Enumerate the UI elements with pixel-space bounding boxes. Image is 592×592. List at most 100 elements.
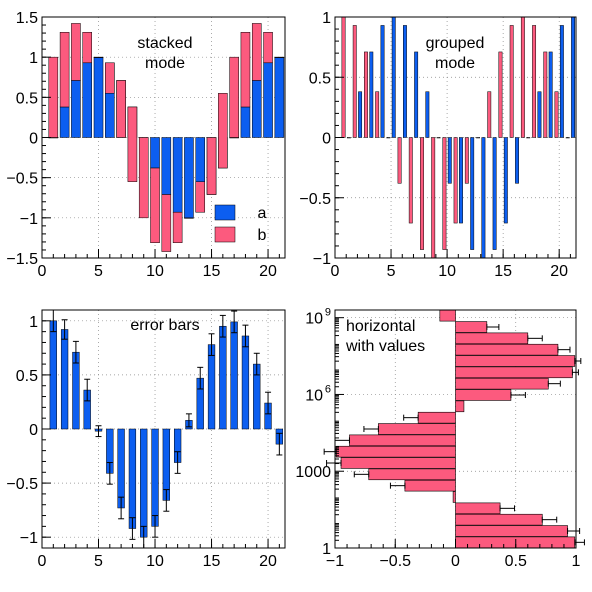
- bar-a: [150, 137, 160, 169]
- y-tick-label: 0: [29, 422, 38, 439]
- y-tick-label: −1.5: [6, 251, 38, 268]
- bar-a: [128, 428, 137, 529]
- bar-b: [218, 93, 228, 169]
- bar-a: [82, 62, 92, 138]
- bar-a: [59, 106, 70, 138]
- annotation-text: with values: [345, 338, 425, 355]
- bar-a: [503, 137, 508, 224]
- bar-b: [455, 343, 559, 356]
- bar-b: [240, 32, 251, 108]
- y-tick-label: 0: [322, 131, 331, 148]
- bar-b: [375, 91, 380, 138]
- y-tick-label: −0.5: [6, 171, 38, 188]
- bar-b: [172, 211, 183, 243]
- bar-b: [352, 25, 357, 138]
- legend-label-b: b: [258, 227, 267, 244]
- bar-a: [559, 25, 564, 138]
- legend-label-a: a: [258, 205, 267, 222]
- bar-b: [455, 321, 488, 333]
- bar-a: [391, 16, 396, 138]
- bar-b: [349, 434, 456, 447]
- y-tick-label: −0.5: [6, 476, 38, 493]
- y-tick-label: 1: [29, 314, 38, 331]
- bar-b: [420, 137, 424, 250]
- annotation-text: horizontal: [346, 318, 415, 335]
- bar-b: [455, 536, 576, 549]
- bar-b: [195, 181, 206, 213]
- bar-b: [127, 106, 138, 182]
- bar-b: [59, 32, 70, 108]
- bar-a: [346, 137, 351, 139]
- bar-a: [447, 137, 452, 184]
- bar-b: [455, 389, 512, 401]
- bar-a: [71, 80, 81, 138]
- y-tick-label: 1: [322, 10, 331, 27]
- annotation-text: grouped: [426, 35, 485, 52]
- x-tick-label: 0: [38, 263, 47, 280]
- bar-b: [455, 400, 465, 413]
- bar-b: [105, 62, 115, 94]
- bar-b: [82, 32, 92, 64]
- bar-a: [93, 56, 104, 138]
- x-tick-label: 10: [146, 263, 164, 280]
- bar-b: [116, 80, 126, 138]
- x-tick-label: 20: [550, 263, 568, 280]
- bar-a: [140, 428, 148, 538]
- x-tick-label: 20: [259, 263, 277, 280]
- bar-a: [459, 137, 463, 224]
- bar-b: [417, 411, 456, 424]
- y-tick-label: 10: [305, 387, 323, 404]
- bar-b: [509, 25, 514, 138]
- panel-grouped: 0 5 10 15 20 −1 −0.5 0 0.5 1 grouped mode: [299, 10, 577, 280]
- bar-b: [455, 502, 501, 515]
- bar-a: [274, 56, 285, 138]
- bar-b: [184, 217, 194, 219]
- bar-b: [543, 51, 548, 138]
- bar-a: [241, 335, 250, 430]
- bar-b: [455, 377, 549, 390]
- y-tick-label: −1: [20, 211, 38, 228]
- annotation-text: mode: [435, 55, 475, 72]
- y-tick-exponent: 9: [325, 307, 331, 319]
- bar-a: [526, 137, 531, 139]
- bar-b: [138, 137, 149, 219]
- x-tick-label: 20: [259, 553, 277, 570]
- bar-a: [537, 91, 542, 138]
- bar-b: [274, 56, 285, 58]
- panel-error-bars: 0 5 10 15 20 −1 −0.5 0 0.5 1 error bars: [6, 309, 286, 570]
- x-tick-label: −1: [326, 553, 344, 570]
- x-tick-label: 10: [438, 263, 456, 280]
- x-tick-label: 15: [203, 553, 221, 570]
- bar-b: [150, 167, 160, 243]
- y-tick-label: −1: [313, 251, 331, 268]
- bar-a: [240, 106, 251, 138]
- bar-b: [161, 194, 172, 252]
- y-tick-label: 1.5: [16, 10, 38, 27]
- bar-b: [487, 91, 492, 138]
- bar-b: [565, 137, 570, 139]
- bar-a: [548, 51, 553, 138]
- bar-b: [455, 525, 568, 537]
- bar-b: [206, 137, 217, 195]
- bar-b: [476, 137, 480, 139]
- y-tick-label: 0.5: [16, 368, 38, 385]
- bar-a: [425, 91, 430, 138]
- bar-a: [263, 62, 273, 138]
- bar-a: [161, 137, 172, 195]
- bar-b: [431, 137, 436, 259]
- annotation-text: error bars: [130, 317, 199, 334]
- bar-a: [436, 137, 441, 139]
- bar-a: [251, 80, 262, 138]
- bar-a: [358, 91, 363, 138]
- x-tick-label: 5: [94, 263, 103, 280]
- bar-b: [532, 25, 537, 138]
- x-tick-label: 0: [331, 263, 340, 280]
- bar-b: [455, 332, 529, 345]
- bar-a: [230, 321, 238, 430]
- y-tick-label: 10: [305, 311, 323, 328]
- bar-a: [515, 137, 519, 184]
- bar-a: [403, 25, 407, 138]
- bar-b: [452, 491, 456, 503]
- bar-a: [172, 137, 183, 213]
